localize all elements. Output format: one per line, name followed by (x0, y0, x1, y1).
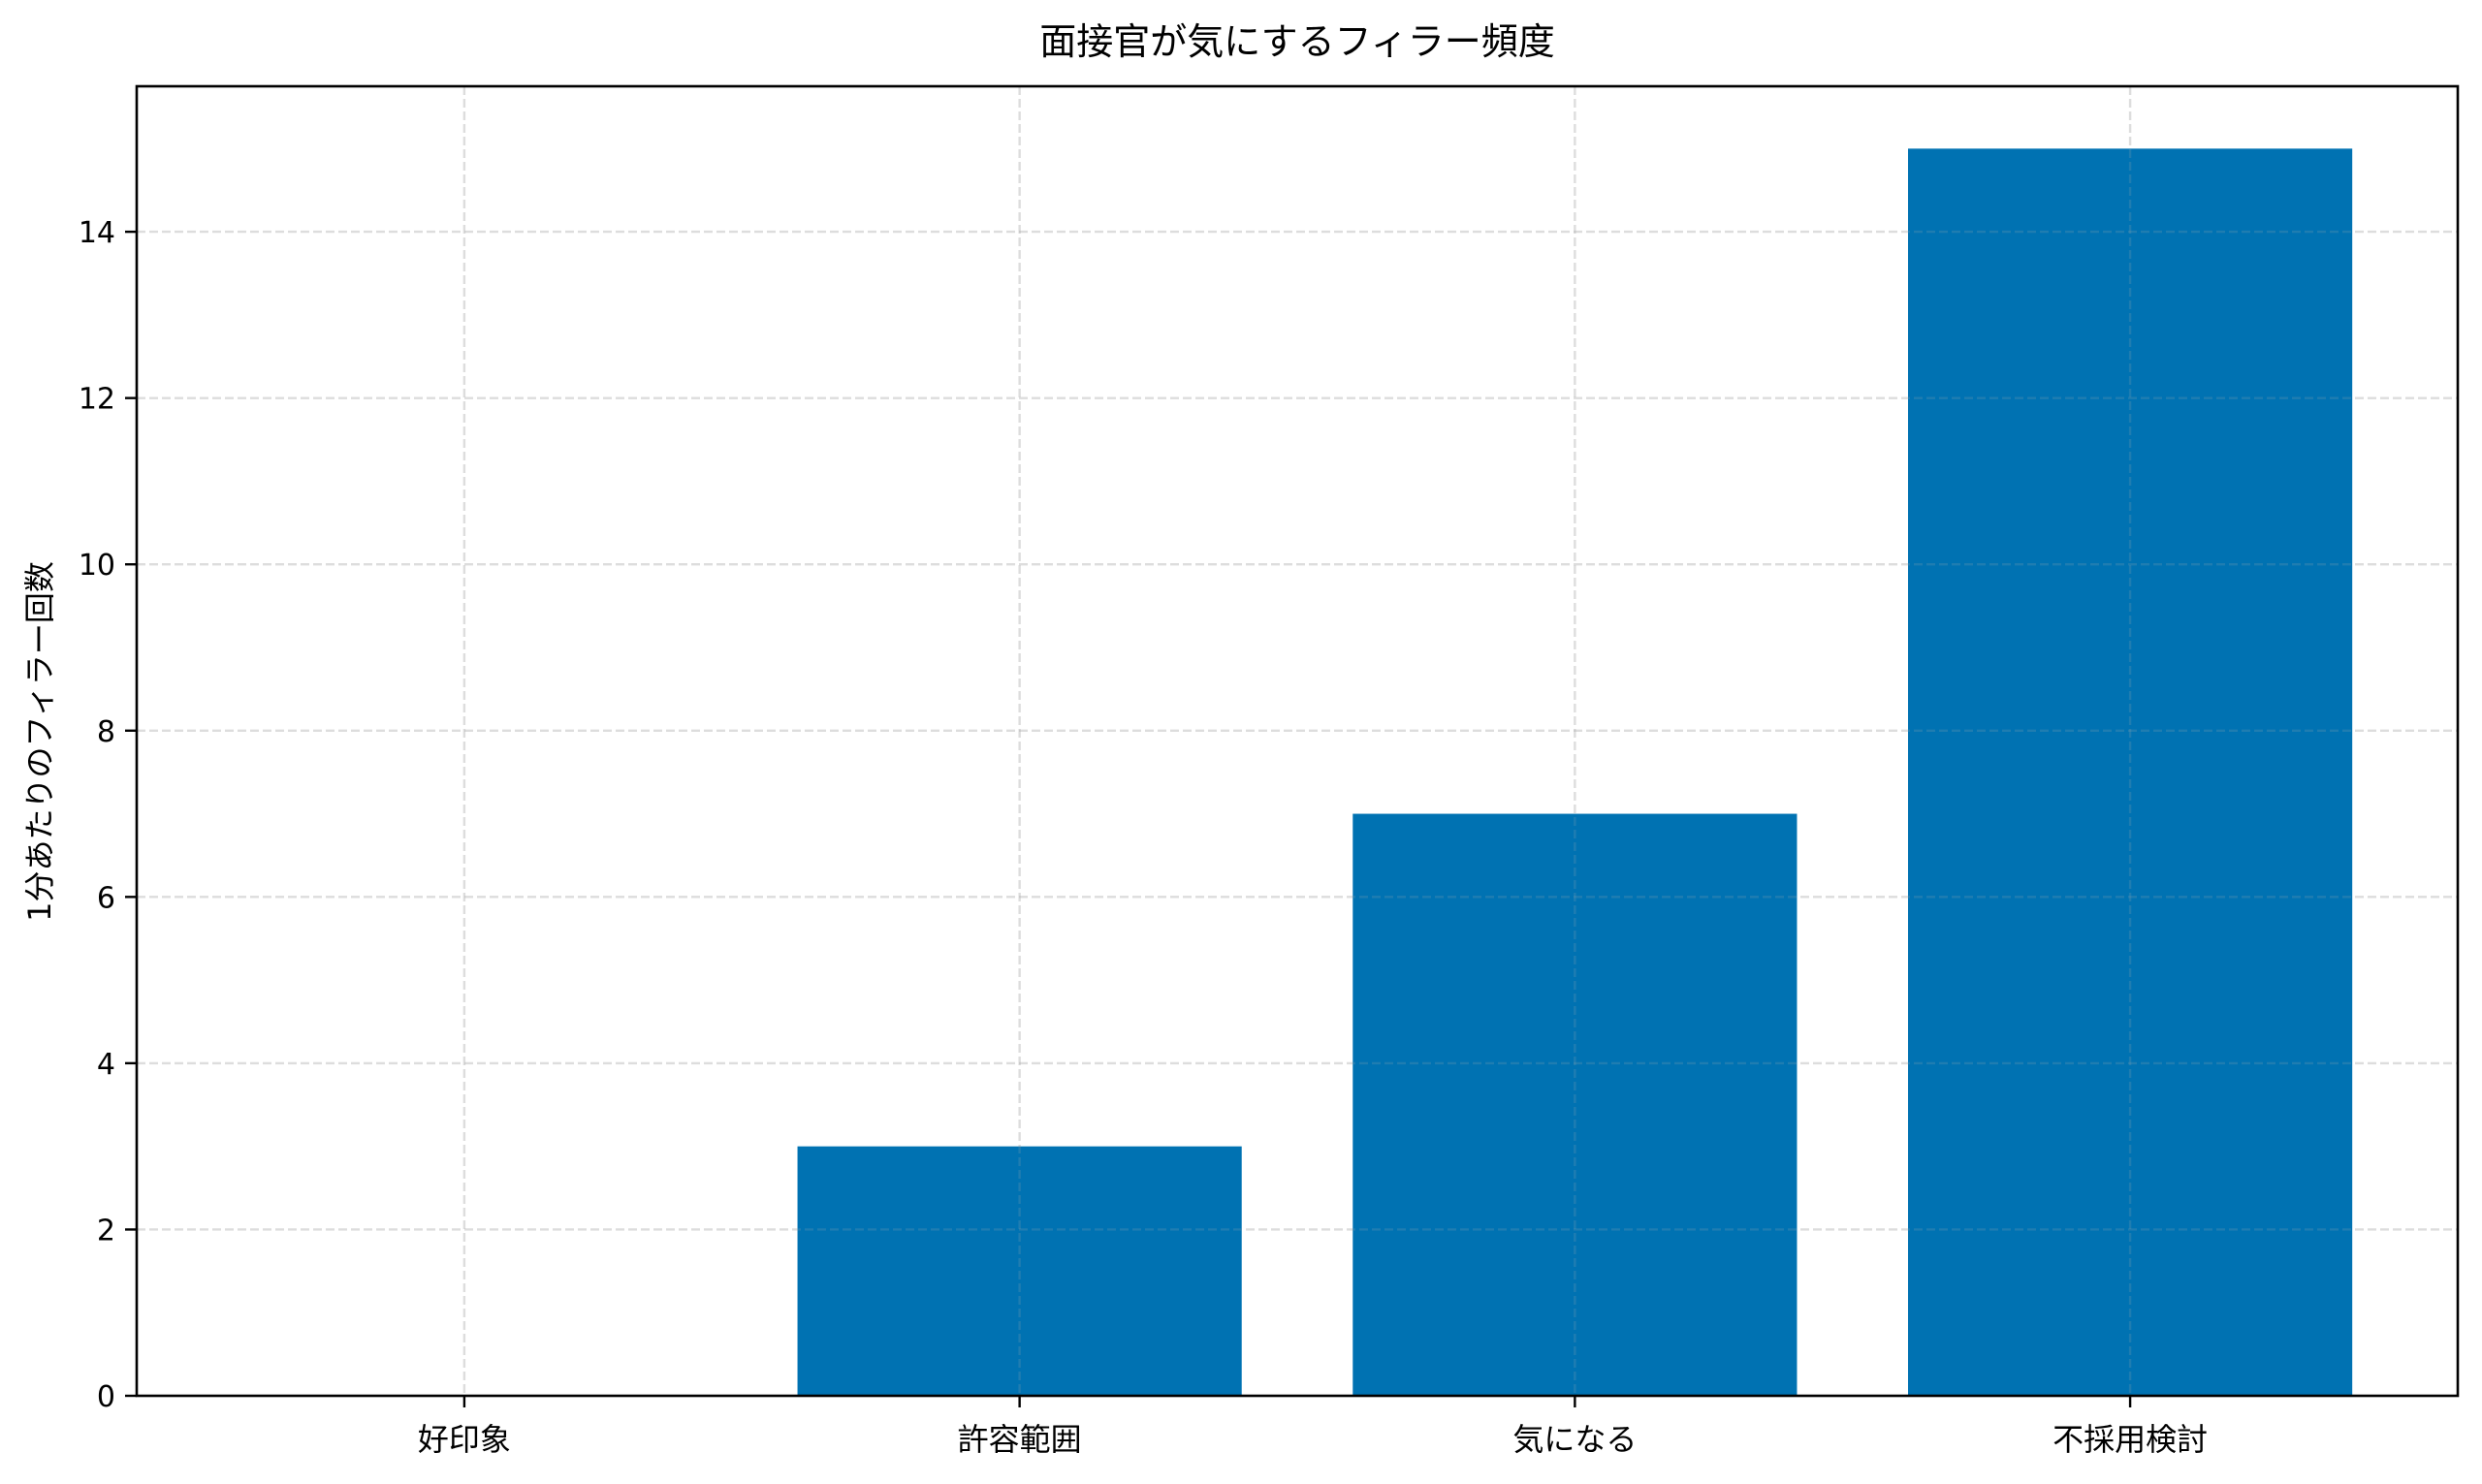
y-tick-label: 4 (97, 1048, 115, 1082)
y-tick-label: 14 (79, 216, 115, 250)
x-tick-label: 不採用検討 (2052, 1421, 2208, 1458)
bar-3 (1908, 148, 2353, 1396)
grid-lines (137, 86, 2458, 1396)
y-tick-label: 6 (97, 881, 115, 915)
x-tick-label: 気になる (1512, 1421, 1637, 1458)
bar-2 (1352, 813, 1798, 1396)
plot-frame (135, 84, 2460, 1398)
chart-title: 面接官が気にするフィラー頻度 (1039, 20, 1555, 63)
axes-frame (135, 84, 2460, 1398)
y-axis-ticks: 0 2 4 6 8 10 12 14 (79, 216, 137, 1414)
y-tick-label: 8 (97, 715, 115, 749)
y-tick-label: 10 (79, 549, 115, 583)
bar-1 (797, 1146, 1242, 1396)
y-tick-label: 2 (97, 1214, 115, 1247)
y-axis-label: 1分あたりのフィラー回数 (21, 561, 58, 922)
y-tick-label: 0 (97, 1380, 115, 1414)
x-tick-label: 許容範囲 (958, 1421, 1082, 1458)
bar-series (797, 148, 2353, 1396)
x-tick-label: 好印象 (418, 1421, 511, 1458)
grid-lines-overlay (137, 86, 2458, 1396)
y-tick-label: 12 (79, 383, 115, 417)
x-axis-ticks: 好印象 許容範囲 気になる 不採用検討 (418, 1396, 2208, 1458)
